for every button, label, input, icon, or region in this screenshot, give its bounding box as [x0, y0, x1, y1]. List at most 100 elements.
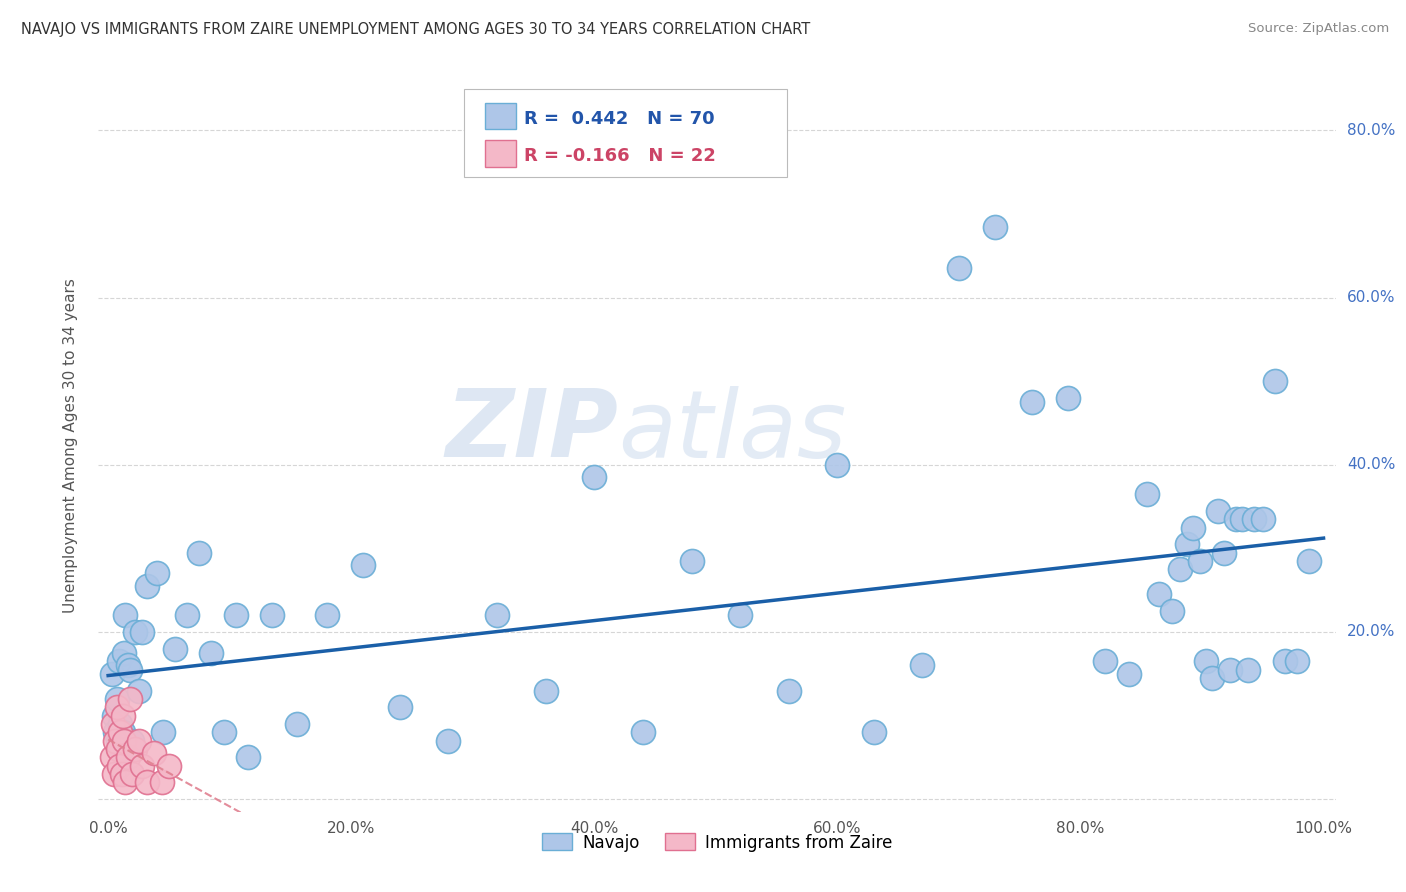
- Point: [131, 625, 153, 640]
- Point: [1219, 663, 1241, 677]
- Point: [827, 458, 849, 472]
- Point: [1201, 671, 1223, 685]
- Y-axis label: Unemployment Among Ages 30 to 34 years: Unemployment Among Ages 30 to 34 years: [63, 278, 77, 614]
- Point: [117, 750, 139, 764]
- Point: [1285, 654, 1308, 668]
- Point: [112, 646, 135, 660]
- Point: [388, 700, 411, 714]
- Point: [121, 767, 143, 781]
- Point: [1264, 374, 1286, 388]
- Text: 40.0%: 40.0%: [1347, 458, 1395, 472]
- Text: 20.0%: 20.0%: [1347, 624, 1395, 640]
- Point: [1118, 666, 1140, 681]
- Point: [111, 725, 134, 739]
- Point: [1182, 520, 1205, 534]
- Point: [114, 608, 136, 623]
- Text: R =  0.442   N = 70: R = 0.442 N = 70: [524, 110, 716, 128]
- Point: [124, 742, 146, 756]
- Point: [212, 725, 235, 739]
- Point: [117, 658, 139, 673]
- Point: [437, 733, 460, 747]
- Point: [631, 725, 654, 739]
- Point: [110, 717, 132, 731]
- Point: [110, 725, 132, 739]
- Point: [150, 775, 173, 789]
- Point: [1225, 512, 1247, 526]
- Point: [114, 775, 136, 789]
- Point: [1212, 545, 1234, 559]
- Point: [101, 717, 124, 731]
- Point: [1177, 537, 1199, 551]
- Point: [316, 608, 339, 623]
- Point: [285, 717, 308, 731]
- Text: 80.0%: 80.0%: [1347, 123, 1395, 138]
- Point: [103, 708, 125, 723]
- Point: [176, 608, 198, 623]
- Point: [352, 558, 374, 573]
- Point: [143, 746, 166, 760]
- Point: [1021, 395, 1043, 409]
- Point: [911, 658, 934, 673]
- Point: [1251, 512, 1274, 526]
- Point: [1243, 512, 1265, 526]
- Point: [128, 733, 150, 747]
- Point: [110, 742, 132, 756]
- Point: [128, 683, 150, 698]
- Point: [583, 470, 606, 484]
- Point: [118, 691, 141, 706]
- Point: [728, 608, 751, 623]
- Point: [1230, 512, 1253, 526]
- Point: [534, 683, 557, 698]
- Point: [107, 742, 129, 756]
- Legend: Navajo, Immigrants from Zaire: Navajo, Immigrants from Zaire: [536, 827, 898, 858]
- Point: [111, 708, 134, 723]
- Point: [262, 608, 284, 623]
- Point: [681, 554, 703, 568]
- Point: [124, 625, 146, 640]
- Point: [984, 219, 1007, 234]
- Point: [101, 666, 124, 681]
- Point: [103, 767, 125, 781]
- Point: [1094, 654, 1116, 668]
- Text: atlas: atlas: [619, 386, 846, 477]
- Text: NAVAJO VS IMMIGRANTS FROM ZAIRE UNEMPLOYMENT AMONG AGES 30 TO 34 YEARS CORRELATI: NAVAJO VS IMMIGRANTS FROM ZAIRE UNEMPLOY…: [21, 22, 810, 37]
- Text: Source: ZipAtlas.com: Source: ZipAtlas.com: [1249, 22, 1389, 36]
- Point: [486, 608, 509, 623]
- Point: [157, 758, 180, 772]
- Point: [101, 750, 124, 764]
- Point: [1298, 554, 1320, 568]
- Text: 60.0%: 60.0%: [1347, 290, 1395, 305]
- Point: [110, 767, 132, 781]
- Point: [188, 545, 211, 559]
- Point: [131, 758, 153, 772]
- Point: [863, 725, 886, 739]
- Point: [108, 654, 131, 668]
- Point: [1168, 562, 1191, 576]
- Point: [1206, 504, 1229, 518]
- Point: [200, 646, 222, 660]
- Point: [108, 758, 131, 772]
- Point: [105, 700, 128, 714]
- Point: [1057, 391, 1080, 405]
- Point: [1160, 604, 1182, 618]
- Point: [104, 725, 127, 739]
- Point: [948, 261, 970, 276]
- Point: [136, 775, 159, 789]
- Point: [1149, 587, 1171, 601]
- Point: [1274, 654, 1296, 668]
- Point: [104, 733, 127, 747]
- Point: [105, 691, 128, 706]
- Point: [1136, 487, 1159, 501]
- Point: [1195, 654, 1218, 668]
- Point: [112, 733, 135, 747]
- Point: [1188, 554, 1211, 568]
- Point: [152, 725, 174, 739]
- Text: R = -0.166   N = 22: R = -0.166 N = 22: [524, 147, 716, 165]
- Point: [236, 750, 259, 764]
- Point: [1237, 663, 1260, 677]
- Point: [163, 641, 186, 656]
- Point: [778, 683, 800, 698]
- Point: [136, 579, 159, 593]
- Point: [118, 663, 141, 677]
- Point: [225, 608, 247, 623]
